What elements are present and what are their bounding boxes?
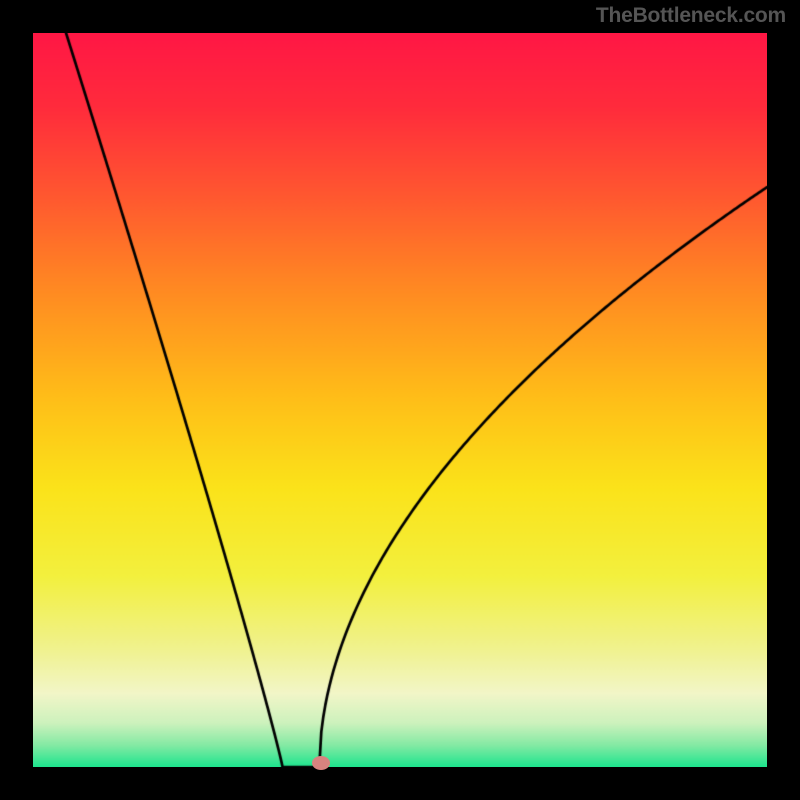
gradient-v-chart bbox=[33, 33, 767, 767]
watermark-text: TheBottleneck.com bbox=[596, 4, 786, 28]
trough-marker bbox=[312, 756, 330, 770]
